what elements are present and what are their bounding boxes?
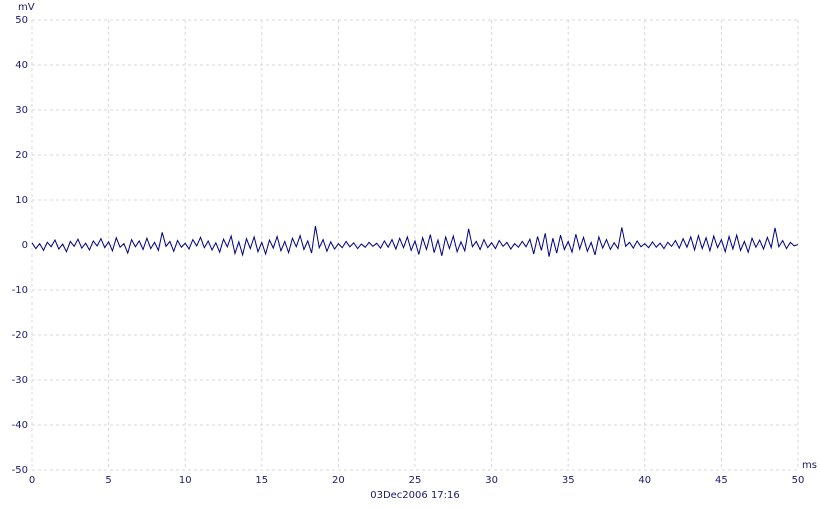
y-tick-label: 30	[15, 105, 28, 116]
footer-timestamp: 03Dec2006 17:16	[370, 490, 460, 501]
y-tick-label: 10	[15, 195, 28, 206]
x-tick-label: 5	[105, 475, 111, 486]
x-tick-label: 45	[715, 475, 728, 486]
y-tick-label: -50	[12, 465, 28, 476]
x-tick-label: 15	[255, 475, 268, 486]
y-tick-label: -20	[12, 330, 28, 341]
y-tick-label: -40	[12, 420, 28, 431]
x-axis-label: ms	[802, 460, 817, 471]
y-axis-label: mV	[18, 2, 35, 13]
y-tick-label: -10	[12, 285, 28, 296]
y-tick-label: 40	[15, 60, 28, 71]
x-tick-label: 25	[409, 475, 422, 486]
x-tick-label: 40	[638, 475, 651, 486]
y-tick-label: 50	[15, 15, 28, 26]
x-tick-label: 10	[179, 475, 192, 486]
y-tick-label: 20	[15, 150, 28, 161]
y-tick-label: -30	[12, 375, 28, 386]
x-tick-label: 30	[485, 475, 498, 486]
y-tick-label: 0	[22, 240, 28, 251]
signal-line	[31, 226, 799, 257]
x-tick-label: 35	[562, 475, 575, 486]
x-tick-label: 20	[332, 475, 345, 486]
x-tick-label: 0	[29, 475, 35, 486]
x-tick-label: 50	[792, 475, 805, 486]
